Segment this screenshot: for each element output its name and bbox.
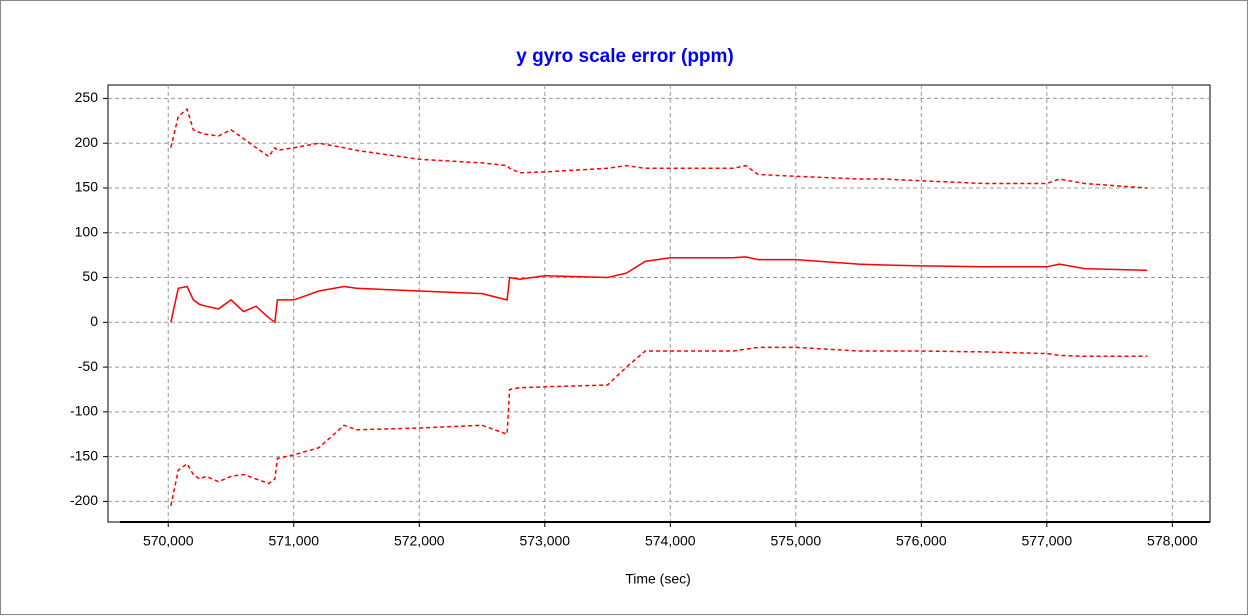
y-tick-label: 50 bbox=[82, 268, 98, 284]
x-tick-label: 578,000 bbox=[1147, 533, 1198, 549]
y-tick-label: 0 bbox=[90, 313, 98, 329]
data-line bbox=[170, 256, 1148, 324]
y-tick-label: 250 bbox=[75, 89, 99, 105]
plot-area bbox=[107, 84, 1211, 523]
y-tick-label: -100 bbox=[70, 403, 98, 419]
x-tick-label: 576,000 bbox=[896, 533, 947, 549]
y-tick-label: 150 bbox=[75, 179, 99, 195]
x-axis-label: Time (sec) bbox=[625, 571, 691, 587]
x-tick-label: 570,000 bbox=[143, 533, 194, 549]
y-tick-label: -150 bbox=[70, 447, 98, 463]
x-tick-label: 573,000 bbox=[519, 533, 570, 549]
data-line bbox=[170, 346, 1148, 507]
x-tick-label: 571,000 bbox=[268, 533, 319, 549]
x-tick-label: 577,000 bbox=[1022, 533, 1073, 549]
y-tick-label: 200 bbox=[75, 134, 99, 150]
data-line bbox=[170, 107, 1148, 189]
y-tick-label: 100 bbox=[75, 223, 99, 239]
x-tick-label: 572,000 bbox=[394, 533, 445, 549]
x-tick-label: 575,000 bbox=[771, 533, 822, 549]
y-tick-label: -200 bbox=[70, 492, 98, 508]
y-tick-label: -50 bbox=[78, 358, 98, 374]
chart-title: y gyro scale error (ppm) bbox=[516, 46, 734, 67]
x-tick-label: 574,000 bbox=[645, 533, 696, 549]
